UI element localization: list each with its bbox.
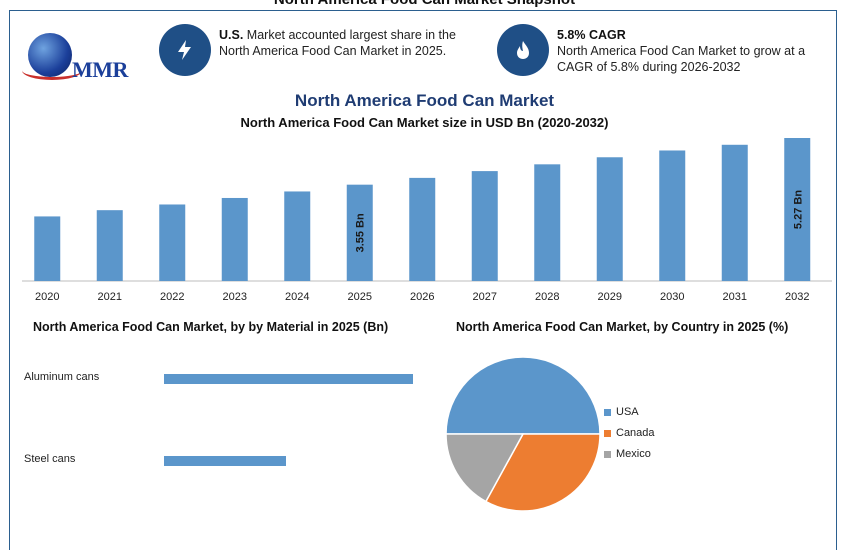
x-tick-label: 2027 — [473, 291, 497, 303]
bar — [596, 157, 623, 281]
flame-icon — [497, 24, 549, 76]
globe-icon — [28, 33, 72, 77]
legend-label: USA — [616, 406, 639, 418]
info-card-us: U.S. Market accounted largest share in t… — [219, 27, 484, 59]
x-tick-label: 2024 — [285, 291, 309, 303]
pie-slice — [445, 356, 601, 435]
bar — [159, 204, 186, 281]
bar — [34, 216, 61, 281]
info-card-cagr-text: North America Food Can Market to grow at… — [557, 44, 806, 74]
legend-swatch — [604, 408, 611, 416]
legend-label: Mexico — [616, 448, 651, 460]
legend-swatch — [604, 429, 611, 437]
x-tick-label: 2022 — [160, 291, 184, 303]
mmr-logo: MMR — [22, 31, 134, 83]
info-card-cagr: 5.8% CAGR North America Food Can Market … — [557, 27, 827, 75]
material-label: Aluminum cans — [24, 371, 100, 383]
x-tick-label: 2021 — [98, 291, 122, 303]
legend-item: Canada — [604, 427, 655, 439]
chart-subtitle: North America Food Can Market size in US… — [240, 115, 609, 130]
legend-swatch — [604, 450, 611, 458]
material-bar — [164, 456, 287, 466]
pie-slice — [484, 433, 601, 512]
country-chart-title: North America Food Can Market, by Countr… — [456, 320, 789, 334]
bar — [221, 197, 248, 281]
x-tick-label: 2025 — [348, 291, 372, 303]
logo-swoosh — [22, 61, 82, 80]
pie-slice — [445, 433, 525, 503]
x-tick-label: 2029 — [598, 291, 622, 303]
material-bar — [164, 374, 413, 384]
x-tick-label: 2031 — [723, 291, 747, 303]
x-tick-label: 2026 — [410, 291, 434, 303]
legend-item: USA — [604, 406, 639, 418]
bar — [284, 191, 311, 281]
material-label: Steel cans — [24, 453, 76, 465]
bar — [346, 184, 373, 281]
material-chart-title: North America Food Can Market, by by Mat… — [33, 320, 389, 334]
info-card-us-bold: U.S. — [219, 28, 244, 42]
x-tick-label: 2032 — [785, 291, 809, 303]
bar — [471, 171, 498, 281]
market-size-bar-chart: 2020 2021 2022 2023 2024 2025 3.55 Bn 2026 2027 2… — [22, 138, 832, 303]
lightning-icon — [159, 24, 211, 76]
info-card-us-text: Market accounted largest share in the No… — [219, 28, 456, 58]
data-label: 3.55 Bn — [355, 213, 367, 252]
legend-label: Canada — [616, 427, 655, 439]
chart-main-title: North America Food Can Market — [294, 91, 555, 110]
page-title-cropped: North America Food Can Market Snapshot — [0, 0, 849, 10]
bar — [534, 164, 561, 281]
bar — [784, 138, 811, 281]
bar — [659, 150, 686, 281]
info-card-cagr-bold: 5.8% CAGR — [557, 28, 626, 42]
x-tick-label: 2023 — [223, 291, 247, 303]
bar — [409, 177, 436, 281]
legend-item: Mexico — [604, 448, 651, 460]
logo-text: MMR — [72, 57, 128, 82]
bar — [96, 210, 123, 281]
data-label: 5.27 Bn — [792, 190, 804, 229]
snapshot-frame — [9, 10, 837, 550]
x-tick-label: 2020 — [35, 291, 59, 303]
x-tick-label: 2030 — [660, 291, 684, 303]
bar — [721, 144, 748, 281]
country-pie-chart — [445, 356, 601, 512]
x-tick-label: 2028 — [535, 291, 559, 303]
